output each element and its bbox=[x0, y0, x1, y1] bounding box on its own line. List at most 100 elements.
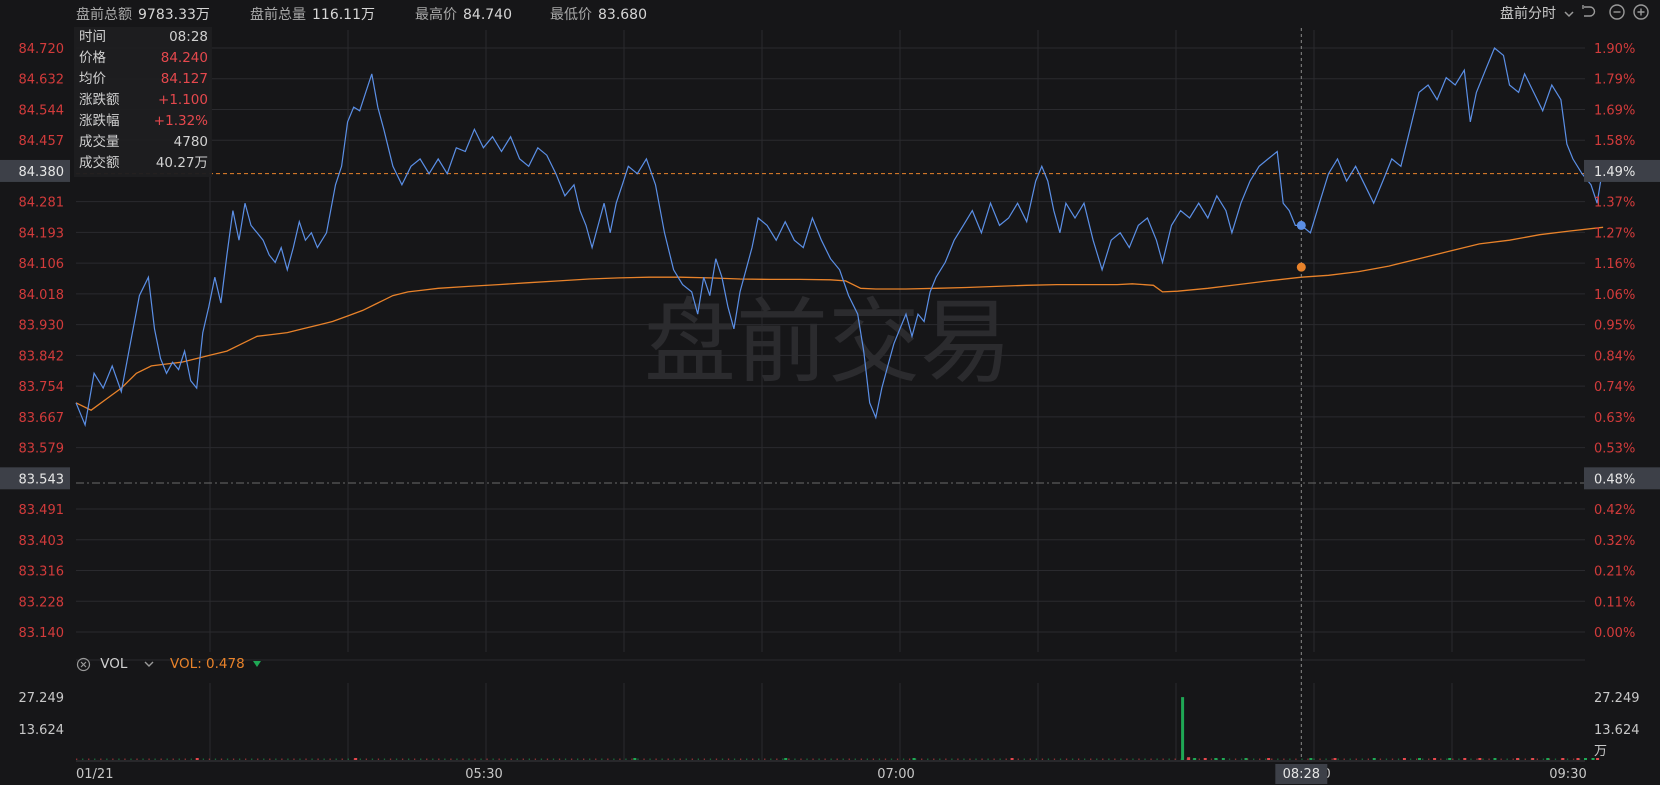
volume-bar-min bbox=[776, 758, 778, 760]
y-tick-label: 83.754 bbox=[19, 380, 65, 395]
y-tick-label: 1.06% bbox=[1594, 288, 1635, 303]
volume-bar-min bbox=[806, 758, 808, 760]
info-key: 涨跌额 bbox=[79, 92, 120, 108]
volume-bar bbox=[1181, 697, 1185, 760]
volume-bar-min bbox=[1470, 758, 1472, 760]
volume-bar-min bbox=[522, 758, 524, 760]
chevron-down-icon[interactable] bbox=[142, 659, 156, 669]
volume-bar-min bbox=[148, 758, 150, 760]
stat-value: 9783.33万 bbox=[138, 7, 210, 23]
volume-bar-min bbox=[1041, 758, 1044, 760]
volume-bar bbox=[195, 758, 199, 760]
volume-bar-min bbox=[160, 758, 162, 760]
info-key: 价格 bbox=[79, 50, 106, 66]
volume-bar-min bbox=[637, 758, 639, 760]
volume-bar-min bbox=[1452, 758, 1454, 760]
volume-bar-min bbox=[1017, 758, 1019, 760]
volume-bar-min bbox=[866, 758, 869, 760]
volume-bar bbox=[1203, 758, 1207, 760]
volume-bar-min bbox=[1361, 758, 1363, 760]
volume-bar-min bbox=[510, 758, 512, 760]
volume-bar bbox=[1576, 758, 1580, 760]
volume-bar-min bbox=[782, 758, 784, 760]
price-series-group bbox=[75, 47, 1604, 428]
volume-bar-min bbox=[1554, 758, 1557, 760]
info-value: 84.127 bbox=[160, 71, 208, 87]
volume-bar-min bbox=[468, 758, 470, 760]
zoom-out-icon[interactable] bbox=[1608, 3, 1626, 21]
volume-bar-min bbox=[112, 758, 114, 760]
volume-bar-min bbox=[1488, 758, 1490, 760]
volume-bar bbox=[1010, 758, 1014, 760]
volume-bar-min bbox=[1476, 758, 1478, 760]
volume-bar-min bbox=[1422, 758, 1424, 760]
volume-bar-min bbox=[1440, 758, 1442, 760]
volume-bar bbox=[1433, 758, 1437, 760]
volume-bar-min bbox=[1379, 758, 1382, 760]
volume-bar-min bbox=[546, 758, 549, 760]
volume-bar-min bbox=[1331, 758, 1333, 760]
volume-bar-min bbox=[945, 758, 947, 760]
watermark-text: 盘前交易 bbox=[644, 289, 1012, 396]
volume-bar-min bbox=[721, 758, 724, 760]
volume-bar-min bbox=[860, 758, 862, 760]
chart-mode-dropdown[interactable]: 盘前分时 bbox=[1500, 3, 1575, 23]
volume-bar bbox=[1221, 758, 1225, 760]
volume-bar-min bbox=[1283, 758, 1285, 760]
volume-bar bbox=[1591, 758, 1595, 760]
stat-value: 84.740 bbox=[463, 7, 512, 23]
volume-bar-min bbox=[492, 758, 494, 760]
stat-value: 83.680 bbox=[598, 7, 647, 23]
volume-bar-min bbox=[1108, 758, 1110, 760]
volume-bar-min bbox=[1367, 758, 1370, 760]
volume-bar-min bbox=[88, 758, 90, 760]
volume-bar-min bbox=[999, 758, 1001, 760]
volume-bar-min bbox=[1265, 758, 1267, 760]
volume-bar-min bbox=[939, 758, 941, 760]
y-axis-right: 1.90% 1.79% 1.69% 1.58% 1.49% 1.37% 1.27% 1.16%… bbox=[1584, 42, 1660, 641]
volume-bar-min bbox=[293, 758, 295, 760]
volume-bar-min bbox=[480, 758, 482, 760]
chart-mode-label: 盘前分时 bbox=[1500, 6, 1556, 22]
info-row-avg: 均价 84.127 bbox=[74, 69, 212, 90]
volume-bar-min bbox=[1506, 758, 1508, 760]
volume-bar-min bbox=[691, 758, 693, 760]
y-tick-label: 83.491 bbox=[19, 503, 65, 518]
stat-label: 最低价 bbox=[550, 7, 592, 23]
volume-bar bbox=[1531, 758, 1535, 760]
y-tick-label-highlight: 0.48% bbox=[1594, 472, 1635, 487]
volume-bar-min bbox=[311, 758, 313, 760]
volume-bar-min bbox=[1029, 758, 1031, 760]
y-tick-label: 84.193 bbox=[19, 226, 65, 241]
volume-bar-min bbox=[1071, 758, 1074, 760]
volume-bar-min bbox=[1035, 758, 1038, 760]
close-circle-icon[interactable] bbox=[76, 657, 91, 672]
volume-bar-min bbox=[1210, 758, 1213, 760]
info-value: +1.32% bbox=[153, 113, 208, 129]
volume-bar-min bbox=[1059, 758, 1062, 760]
volume-bar-min bbox=[1047, 758, 1050, 760]
volume-bar-min bbox=[474, 758, 476, 760]
y-tick-label: 1.90% bbox=[1594, 42, 1635, 57]
stat-pre-total-amount: 盘前总额 9783.33万 bbox=[76, 4, 210, 24]
volume-bar-min bbox=[1259, 758, 1261, 760]
volume-bar-min bbox=[727, 758, 730, 760]
volume-bar-min bbox=[685, 758, 687, 760]
volume-bar-min bbox=[220, 758, 223, 760]
info-value: 4780 bbox=[173, 134, 208, 150]
volume-bar-min bbox=[166, 758, 168, 760]
volume-bar-min bbox=[359, 758, 361, 760]
volume-bar-min bbox=[1228, 758, 1231, 760]
zoom-in-icon[interactable] bbox=[1632, 3, 1650, 21]
volume-tick-label: 27.249 bbox=[1594, 691, 1640, 706]
crosshair-time-badge: 08:28 bbox=[1283, 767, 1320, 782]
y-tick-label: 0.11% bbox=[1594, 595, 1635, 610]
volume-bar-min bbox=[1096, 758, 1098, 760]
volume-indicator-name[interactable]: VOL bbox=[100, 656, 128, 672]
volume-bar bbox=[1244, 758, 1248, 760]
volume-bar bbox=[1309, 758, 1313, 760]
y-tick-label: 0.74% bbox=[1594, 380, 1635, 395]
undo-icon[interactable] bbox=[1579, 3, 1597, 21]
